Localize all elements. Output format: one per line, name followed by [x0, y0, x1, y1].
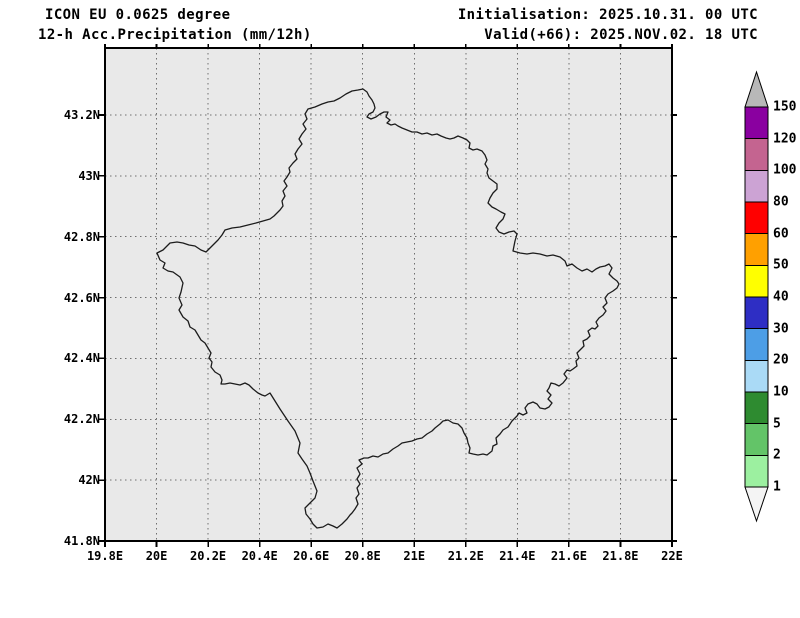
colorbar-segment: [744, 454, 769, 488]
colorbar-tick-label: 20: [773, 352, 789, 368]
y-tick-label: 43.2N: [63, 108, 100, 122]
colorbar-segment: [744, 169, 769, 203]
x-tick-label: 20.8E: [344, 549, 381, 563]
colorbar-arrow-top: [744, 70, 769, 108]
colorbar-tick-label: 1: [773, 479, 781, 495]
colorbar-tick-label: 120: [773, 131, 797, 147]
colorbar-segment: [744, 296, 769, 330]
colorbar-segment: [744, 138, 769, 171]
y-tick-label: 42.4N: [63, 351, 100, 366]
y-tick-label: 42.6N: [63, 290, 100, 305]
x-tick-label: 20.6E: [293, 549, 330, 563]
y-tick-label: 42N: [78, 473, 100, 488]
x-tick-label: 21.6E: [550, 549, 587, 563]
colorbar-tick-label: 150: [773, 99, 797, 115]
colorbar-tick-label: 30: [773, 321, 789, 337]
colorbar-segment: [744, 328, 769, 361]
y-tick-label: 42.2N: [63, 412, 100, 427]
map-area: [105, 48, 672, 541]
colorbar-tick-label: 50: [773, 257, 789, 273]
x-tick-label: 20.4E: [241, 549, 278, 563]
x-tick-label: 21E: [403, 549, 426, 563]
product-title: 12-h Acc.Precipitation (mm/12h): [38, 27, 312, 43]
colorbar-segment: [744, 106, 769, 140]
y-tick-label: 43N: [78, 168, 100, 183]
model-title: ICON EU 0.0625 degree: [45, 7, 231, 23]
map-frame: [104, 47, 673, 542]
x-tick-label: 22E: [661, 549, 683, 563]
colorbar-segment: [744, 264, 769, 298]
x-tick-label: 21.8E: [602, 549, 639, 563]
colorbar-tick-label: 60: [773, 226, 789, 242]
kosovo-border-outline: [156, 88, 620, 529]
x-tick-label: 21.4E: [499, 549, 536, 563]
x-tick-label: 20E: [145, 549, 168, 563]
colorbar-tick-label: 10: [773, 384, 789, 400]
x-tick-label: 20.2E: [190, 549, 227, 563]
colorbar-tick-label: 100: [773, 162, 797, 178]
colorbar-segment: [744, 359, 769, 393]
colorbar-tick-label: 2: [773, 447, 781, 463]
colorbar-segment: [744, 423, 769, 456]
x-tick-label: 21.2E: [447, 549, 484, 563]
colorbar-segment: [744, 391, 769, 425]
colorbar-arrow-bottom: [744, 486, 769, 523]
valid-time-label: Valid(+66): 2025.NOV.02. 18 UTC: [484, 27, 758, 43]
y-tick-label: 41.8N: [63, 534, 100, 548]
colorbar-segment: [744, 233, 769, 266]
y-tick-label: 42.8N: [63, 229, 100, 244]
colorbar-tick-label: 40: [773, 289, 789, 305]
init-time-label: Initialisation: 2025.10.31. 00 UTC: [457, 7, 758, 23]
colorbar-tick-label: 5: [773, 416, 781, 432]
colorbar-tick-label: 80: [773, 194, 789, 210]
x-tick-label: 19.8E: [86, 549, 124, 563]
colorbar-segment: [744, 201, 769, 235]
